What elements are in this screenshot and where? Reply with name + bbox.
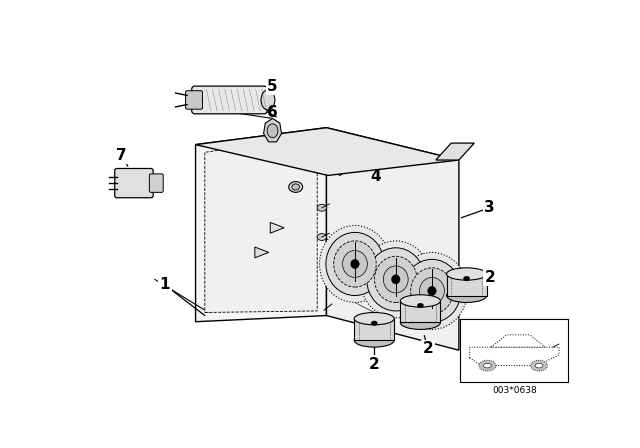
Text: 2: 2 [423, 341, 433, 356]
Polygon shape [196, 128, 459, 176]
Ellipse shape [531, 360, 547, 371]
Ellipse shape [333, 241, 376, 287]
Ellipse shape [397, 252, 467, 329]
Polygon shape [354, 319, 394, 340]
Ellipse shape [342, 250, 367, 277]
Polygon shape [264, 118, 282, 142]
Polygon shape [447, 274, 486, 296]
Ellipse shape [401, 315, 440, 329]
FancyBboxPatch shape [149, 174, 163, 192]
Polygon shape [326, 128, 459, 350]
Text: 5: 5 [268, 78, 278, 94]
Ellipse shape [447, 268, 486, 280]
Ellipse shape [420, 277, 444, 304]
Ellipse shape [417, 303, 424, 308]
Text: 7: 7 [116, 148, 127, 163]
Ellipse shape [403, 259, 461, 323]
Ellipse shape [261, 90, 275, 110]
Ellipse shape [326, 233, 384, 296]
Ellipse shape [354, 333, 394, 347]
Text: 2: 2 [369, 357, 380, 371]
Polygon shape [436, 143, 474, 160]
Polygon shape [492, 335, 545, 347]
Text: 1: 1 [159, 277, 170, 292]
Polygon shape [470, 347, 559, 366]
Ellipse shape [383, 266, 408, 293]
FancyBboxPatch shape [115, 168, 153, 198]
FancyBboxPatch shape [192, 86, 267, 114]
Ellipse shape [319, 225, 390, 302]
Bar [460, 319, 568, 382]
Ellipse shape [371, 321, 378, 326]
Ellipse shape [401, 295, 440, 307]
Ellipse shape [392, 275, 400, 284]
Polygon shape [196, 128, 326, 322]
Ellipse shape [317, 233, 326, 241]
Ellipse shape [463, 276, 470, 281]
Ellipse shape [428, 286, 436, 296]
Polygon shape [270, 222, 284, 233]
Ellipse shape [411, 268, 453, 314]
FancyBboxPatch shape [186, 91, 202, 109]
Polygon shape [205, 135, 317, 313]
Polygon shape [255, 247, 269, 258]
Ellipse shape [267, 124, 278, 138]
Ellipse shape [354, 313, 394, 325]
Text: 3: 3 [484, 200, 495, 215]
Ellipse shape [360, 241, 431, 318]
Ellipse shape [317, 204, 326, 211]
Text: 4: 4 [371, 169, 381, 185]
Ellipse shape [479, 360, 496, 371]
Ellipse shape [292, 184, 300, 190]
Ellipse shape [447, 289, 486, 302]
Text: 2: 2 [484, 270, 495, 284]
Ellipse shape [484, 363, 492, 368]
Ellipse shape [289, 181, 303, 192]
Polygon shape [401, 301, 440, 323]
Ellipse shape [367, 248, 425, 311]
Text: 003*0638: 003*0638 [492, 386, 537, 396]
Text: 6: 6 [267, 105, 278, 120]
Ellipse shape [374, 256, 417, 302]
Ellipse shape [351, 259, 359, 269]
Ellipse shape [535, 363, 543, 368]
